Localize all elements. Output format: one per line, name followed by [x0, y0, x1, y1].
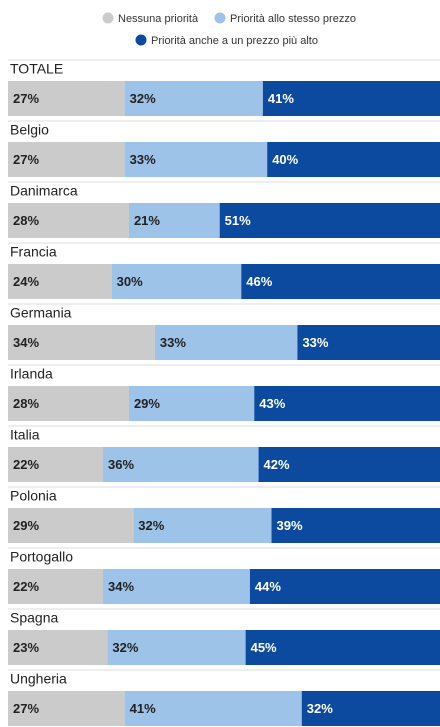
value-label: 29%: [13, 518, 39, 533]
category-label: Belgio: [10, 122, 49, 138]
bar-segment: [103, 447, 259, 482]
value-label: 43%: [259, 396, 285, 411]
value-label: 42%: [264, 457, 290, 472]
category-label: Danimarca: [10, 183, 78, 199]
bar-segment: [8, 630, 108, 665]
value-label: 34%: [108, 579, 134, 594]
legend-label: Priorità allo stesso prezzo: [230, 13, 356, 25]
value-label: 51%: [225, 213, 251, 228]
bar-segment: [219, 203, 440, 238]
bar-segment: [8, 142, 125, 177]
bar-segment: [254, 386, 440, 421]
legend-label: Priorità anche a un prezzo più alto: [151, 35, 318, 47]
category-label: Spagna: [10, 610, 58, 626]
legend-marker: [102, 12, 114, 24]
value-label: 27%: [13, 152, 39, 167]
value-label: 29%: [134, 396, 160, 411]
bar-segment: [154, 325, 298, 360]
value-label: 32%: [138, 518, 164, 533]
category-label: Italia: [10, 427, 40, 443]
bar-segment: [103, 569, 250, 604]
category-label: Germania: [10, 305, 72, 321]
value-label: 27%: [13, 701, 39, 716]
bar-segment: [128, 386, 255, 421]
value-label: 32%: [112, 640, 138, 655]
bar-segment: [128, 203, 220, 238]
bar-segment: [8, 691, 125, 726]
value-label: 32%: [307, 701, 333, 716]
value-label: 22%: [13, 579, 39, 594]
bar-segment: [124, 81, 263, 116]
value-label: 46%: [246, 274, 272, 289]
value-label: 30%: [117, 274, 143, 289]
value-label: 22%: [13, 457, 39, 472]
bar-segment: [301, 691, 440, 726]
bar-segment: [124, 142, 268, 177]
value-label: 33%: [302, 335, 328, 350]
legend-marker: [135, 34, 147, 46]
category-label: Francia: [10, 244, 57, 260]
value-label: 41%: [130, 701, 156, 716]
bar-segment: [267, 142, 440, 177]
bar-segment: [249, 569, 440, 604]
bar-segment: [8, 569, 104, 604]
bar-segment: [133, 508, 272, 543]
bar-segment: [8, 264, 112, 299]
bar-segment: [258, 447, 440, 482]
category-label: Portogallo: [10, 549, 73, 565]
bar-segment: [124, 691, 302, 726]
bar-segment: [8, 386, 129, 421]
value-label: 23%: [13, 640, 39, 655]
bar-segment: [297, 325, 440, 360]
value-label: 40%: [272, 152, 298, 167]
category-label: Ungheria: [10, 671, 67, 687]
bar-segment: [8, 203, 129, 238]
value-label: 28%: [13, 213, 39, 228]
bar-segment: [8, 447, 104, 482]
bar-segment: [8, 325, 155, 360]
value-label: 27%: [13, 91, 39, 106]
category-label: Polonia: [10, 488, 57, 504]
value-label: 33%: [130, 152, 156, 167]
value-label: 28%: [13, 396, 39, 411]
value-label: 21%: [134, 213, 160, 228]
legend-marker: [214, 12, 226, 24]
bar-segment: [271, 508, 440, 543]
value-label: 39%: [277, 518, 303, 533]
legend-label: Nessuna priorità: [118, 13, 199, 25]
value-label: 36%: [108, 457, 134, 472]
bar-segment: [107, 630, 246, 665]
value-label: 33%: [160, 335, 186, 350]
value-label: 34%: [13, 335, 39, 350]
category-label: TOTALE: [10, 61, 63, 77]
category-label: Irlanda: [10, 366, 53, 382]
value-label: 32%: [130, 91, 156, 106]
value-label: 45%: [251, 640, 277, 655]
bar-segment: [241, 264, 440, 299]
value-label: 44%: [255, 579, 281, 594]
bar-segment: [8, 81, 125, 116]
value-label: 41%: [268, 91, 294, 106]
bar-segment: [262, 81, 440, 116]
bar-segment: [8, 508, 134, 543]
bar-segment: [111, 264, 242, 299]
value-label: 24%: [13, 274, 39, 289]
bar-segment: [245, 630, 440, 665]
